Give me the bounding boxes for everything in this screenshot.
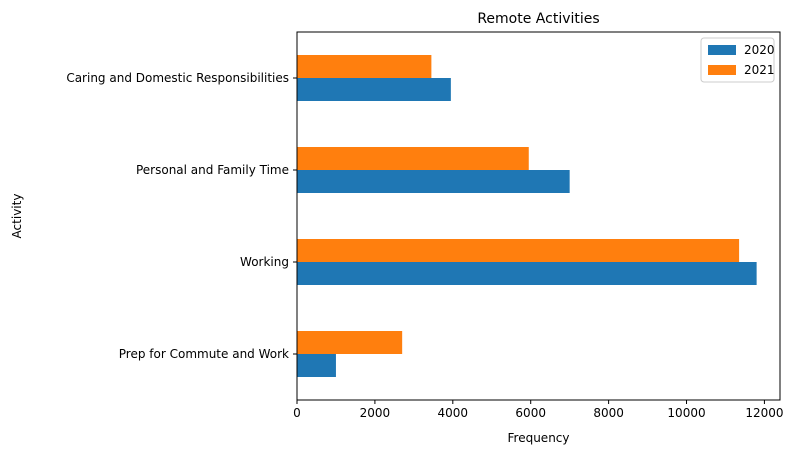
bar-2020-personal-and-family-time: [297, 170, 570, 193]
bar-2021-prep-for-commute-and-work: [297, 331, 403, 354]
x-tick-label: 4000: [438, 406, 469, 420]
bar-2021-caring-and-domestic-responsibilities: [297, 55, 432, 78]
y-tick-label: Personal and Family Time: [136, 163, 289, 177]
x-tick-label: 0: [293, 406, 301, 420]
legend-swatch-2020: [708, 45, 736, 55]
axes-layer: 0 2000 4000 6000 8000 10000 12000 Prep for Comm…: [66, 31, 784, 420]
legend-label-2021: 2021: [744, 63, 775, 77]
bar-2020-prep-for-commute-and-work: [297, 354, 336, 377]
x-tick-label: 10000: [667, 406, 705, 420]
y-axis-title: Activity: [10, 194, 24, 239]
x-tick-label: 8000: [593, 406, 624, 420]
y-tick-label: Caring and Domestic Responsibilities: [66, 71, 289, 85]
x-tick-label: 6000: [515, 406, 546, 420]
bar-2020-working: [297, 262, 757, 285]
legend-label-2020: 2020: [744, 43, 775, 57]
bar-2021-personal-and-family-time: [297, 147, 529, 170]
x-tick-label: 12000: [745, 406, 783, 420]
chart-title: Remote Activities: [477, 11, 599, 27]
x-tick-label: 2000: [360, 406, 391, 420]
bar-2021-working: [297, 239, 740, 262]
y-tick-label: Working: [240, 255, 289, 269]
bars-layer: [297, 55, 757, 377]
bar-2020-caring-and-domestic-responsibilities: [297, 78, 451, 101]
y-tick-label: Prep for Commute and Work: [119, 347, 289, 361]
plot-frame: [296, 31, 781, 401]
x-axis-title: Frequency: [508, 431, 570, 445]
legend-swatch-2021: [708, 65, 736, 75]
legend: 2020 2021: [700, 37, 775, 83]
